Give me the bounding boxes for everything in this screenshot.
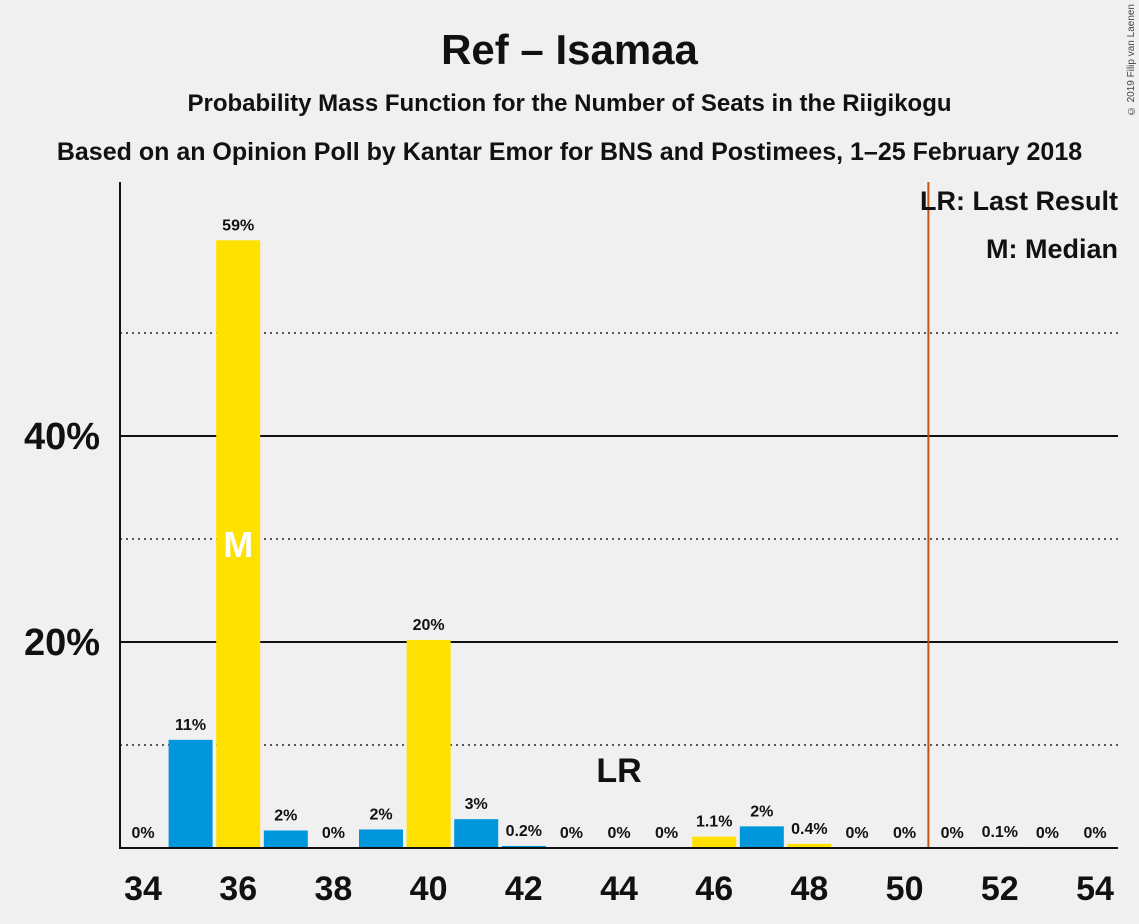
x-tick-label: 54 xyxy=(1076,870,1114,908)
x-tick-label: 38 xyxy=(314,870,352,908)
x-tick-label: 36 xyxy=(219,870,257,908)
legend-median: M: Median xyxy=(986,234,1118,264)
x-tick-label: 40 xyxy=(410,870,448,908)
chart-source-subtitle: Based on an Opinion Poll by Kantar Emor … xyxy=(56,138,1083,166)
bar-seat-48 xyxy=(787,843,832,848)
bar-value-label: 2% xyxy=(750,803,773,820)
bar-value-label: 0.2% xyxy=(506,823,542,840)
y-tick-label: 20% xyxy=(24,622,100,664)
bar-value-label: 20% xyxy=(413,617,445,634)
x-tick-label: 44 xyxy=(600,870,638,908)
bar-value-label: 11% xyxy=(175,717,206,734)
bar-value-label: 2% xyxy=(274,807,297,824)
bar-seat-42 xyxy=(501,845,546,848)
x-tick-label: 34 xyxy=(124,870,162,908)
chart-subtitle: Probability Mass Function for the Number… xyxy=(187,90,952,117)
bar-value-label: 0.1% xyxy=(982,824,1018,841)
bar-seat-36 xyxy=(216,240,261,849)
bar-value-label: 2% xyxy=(369,806,392,823)
bar-value-label: 0% xyxy=(941,825,964,842)
last-result-marker: LR xyxy=(596,752,641,790)
x-tick-label: 52 xyxy=(981,870,1019,908)
bar-seat-39 xyxy=(359,829,403,848)
x-tick-label: 46 xyxy=(695,870,733,908)
x-tick-label: 50 xyxy=(886,870,924,908)
bar-value-label: 0.4% xyxy=(791,821,827,838)
bar-value-label: 0% xyxy=(845,825,868,842)
chart-title: Ref – Isamaa xyxy=(441,26,698,73)
bar-seat-46 xyxy=(692,836,737,848)
bar-value-label: 1.1% xyxy=(696,814,732,831)
bar-seat-35 xyxy=(168,739,213,848)
bar-value-label: 3% xyxy=(465,796,488,813)
bar-value-label: 0% xyxy=(655,825,678,842)
bar-value-label: 59% xyxy=(222,217,254,234)
bar-value-label: 0% xyxy=(131,825,154,842)
bar-value-label: 0% xyxy=(893,825,916,842)
bar-seat-47 xyxy=(739,826,784,848)
y-tick-label: 40% xyxy=(24,416,100,458)
bar-seat-37 xyxy=(263,830,308,848)
bar-value-label: 0% xyxy=(322,825,345,842)
x-tick-label: 42 xyxy=(505,870,543,908)
legend-last-result: LR: Last Result xyxy=(920,186,1118,216)
bar-seat-41 xyxy=(454,819,499,848)
bar-value-label: 0% xyxy=(1036,825,1059,842)
median-marker: M xyxy=(223,524,253,565)
bar-seat-40 xyxy=(406,639,451,848)
bar-value-label: 0% xyxy=(607,825,630,842)
bar-value-label: 0% xyxy=(1083,825,1106,842)
bar-value-label: 0% xyxy=(560,825,583,842)
x-tick-label: 48 xyxy=(790,870,828,908)
